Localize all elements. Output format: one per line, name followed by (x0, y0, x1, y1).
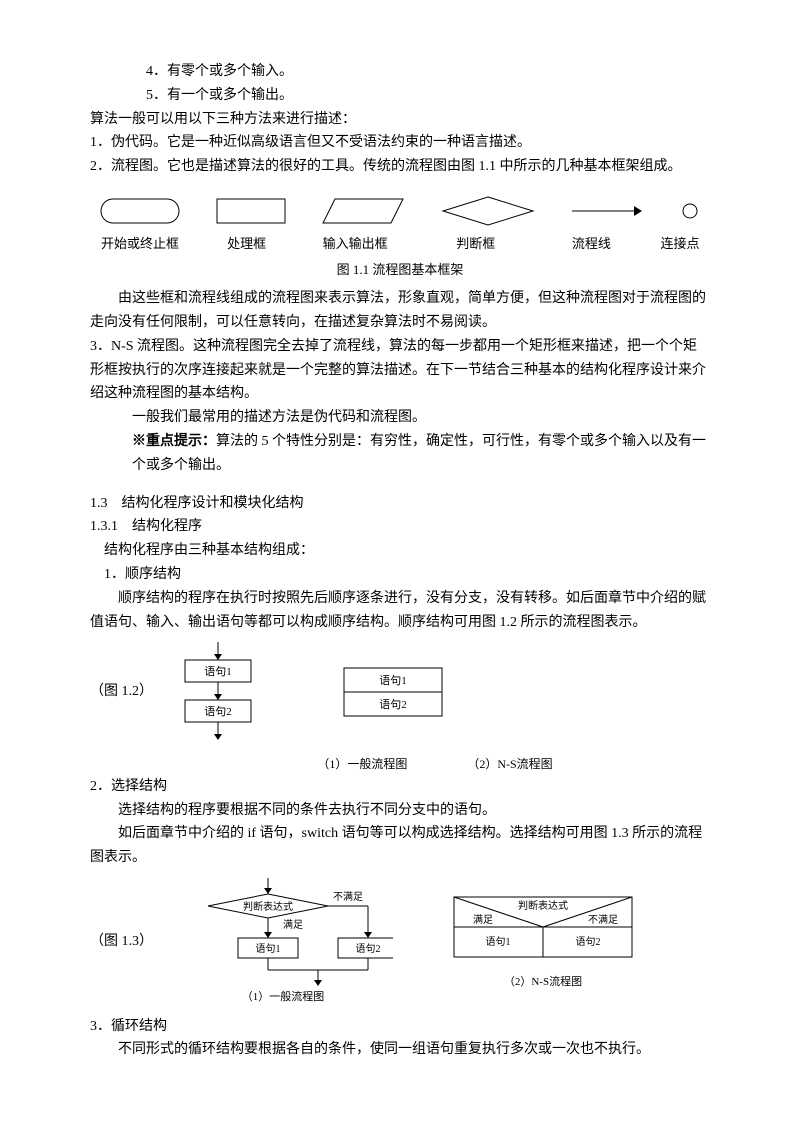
key-tip: ※重点提示：算法的 5 个特性分别是：有穷性，确定性，可行性，有零个或多个输入以… (90, 430, 710, 478)
sel-title: 2．选择结构 (90, 775, 710, 799)
fig13-ns-stmt2: 语句2 (576, 935, 601, 948)
fig13-ns-stmt1: 语句1 (486, 935, 511, 948)
fig12-stmt2: 语句2 (204, 705, 232, 718)
method-2: 2．流程图。它也是描述算法的很好的工具。传统的流程图由图 1.1 中所示的几种基… (90, 155, 710, 179)
sec131-intro: 结构化程序由三种基本结构组成： (90, 539, 710, 563)
fig11-label-connector: 连接点 (660, 233, 700, 255)
fig11-label-terminal: 开始或终止框 (100, 233, 180, 255)
fig11-label-io: 输入输出框 (313, 233, 397, 255)
section-1-3: 1.3 结构化程序设计和模块化结构 (90, 492, 710, 516)
seq-title: 1．顺序结构 (90, 563, 710, 587)
fig12-ns-stmt2: 语句2 (379, 698, 407, 711)
decision-shape-icon (441, 195, 535, 227)
method-1: 1．伪代码。它是一种近似高级语言但又不受语法约束的一种语言描述。 (90, 131, 710, 155)
fig12: 语句1 语句2 语句1 语句2 (173, 642, 443, 742)
fig13-stmt1: 语句1 (256, 942, 281, 955)
fig13-ns-yes: 满足 (473, 914, 493, 926)
loop-title: 3．循环结构 (90, 1015, 710, 1039)
fig13-cond: 判断表达式 (243, 900, 293, 913)
fig13-cap1: （1）一般流程图 (173, 988, 393, 1007)
list-item-5: 5．有一个或多个输出。 (90, 84, 710, 108)
common-methods: 一般我们最常用的描述方法是伪代码和流程图。 (90, 406, 710, 430)
list-item-4: 4．有零个或多个输入。 (90, 60, 710, 84)
seq-text: 顺序结构的程序在执行时按照先后顺序逐条进行，没有分支，没有转移。如后面章节中介绍… (90, 587, 710, 635)
fig13-no: 不满足 (333, 891, 363, 903)
sel-text1: 选择结构的程序要根据不同的条件去执行不同分支中的语句。 (90, 799, 710, 823)
fig12-general: 语句1 语句2 (173, 642, 263, 742)
terminal-shape-icon (100, 196, 180, 226)
process-shape-icon (216, 196, 286, 226)
section-1-3-1: 1.3.1 结构化程序 (90, 515, 710, 539)
method-3: 3．N-S 流程图。这种流程图完全去掉了流程线，算法的每一步都用一个矩形框来描述… (90, 335, 710, 406)
fig13: 判断表达式 不满足 满足 语句1 语句2 （1）一般流程图 (173, 878, 633, 1007)
fig13-cap2: （2）N-S流程图 (453, 973, 633, 992)
fig13-stmt2: 语句2 (356, 942, 381, 955)
fig12-cap1: （1）一般流程图 (317, 754, 407, 774)
fig11-label-flowline: 流程线 (554, 233, 628, 255)
para-after-fig11: 由这些框和流程线组成的流程图来表示算法，形象直观，简单方便，但这种流程图对于流程… (90, 287, 710, 335)
fig11-caption: 图 1.1 流程图基本框架 (90, 259, 710, 281)
loop-text: 不同形式的循环结构要根据各自的条件，使同一组语句重复执行多次或一次也不执行。 (90, 1038, 710, 1062)
fig12-cap2: （2）N-S流程图 (467, 754, 552, 774)
fig13-side-label: （图 1.3） (90, 930, 153, 954)
fig11-shapes (90, 195, 710, 227)
tip-text: 算法的 5 个特性分别是：有穷性，确定性，可行性，有零个或多个输入以及有一个或多… (132, 434, 706, 473)
fig12-side-label: （图 1.2） (90, 680, 153, 704)
fig12-ns-stmt1: 语句1 (379, 674, 407, 687)
fig11-label-decision: 判断框 (429, 233, 523, 255)
fig11-labels: 开始或终止框 处理框 输入输出框 判断框 流程线 连接点 (90, 233, 710, 255)
fig12-stmt1: 语句1 (204, 665, 232, 678)
fig13-general: 判断表达式 不满足 满足 语句1 语句2 (173, 878, 393, 988)
fig13-ns-no: 不满足 (588, 914, 618, 926)
fig12-captions: （1）一般流程图 （2）N-S流程图 (90, 754, 710, 774)
fig11-label-process: 处理框 (212, 233, 282, 255)
fig13-ns-cond: 判断表达式 (518, 899, 568, 912)
io-shape-icon (321, 196, 405, 226)
connector-circle-icon (680, 201, 700, 221)
flowline-arrow-icon (570, 201, 644, 221)
sel-text2: 如后面章节中介绍的 if 语句，switch 语句等可以构成选择结构。选择结构可… (90, 822, 710, 870)
fig12-ns: 语句1 语句2 (343, 662, 443, 722)
tip-label: ※重点提示： (132, 434, 216, 449)
algo-intro: 算法一般可以用以下三种方法来进行描述： (90, 108, 710, 132)
fig13-ns: 判断表达式 满足 不满足 语句1 语句2 (453, 893, 633, 973)
fig13-yes: 满足 (283, 919, 303, 931)
